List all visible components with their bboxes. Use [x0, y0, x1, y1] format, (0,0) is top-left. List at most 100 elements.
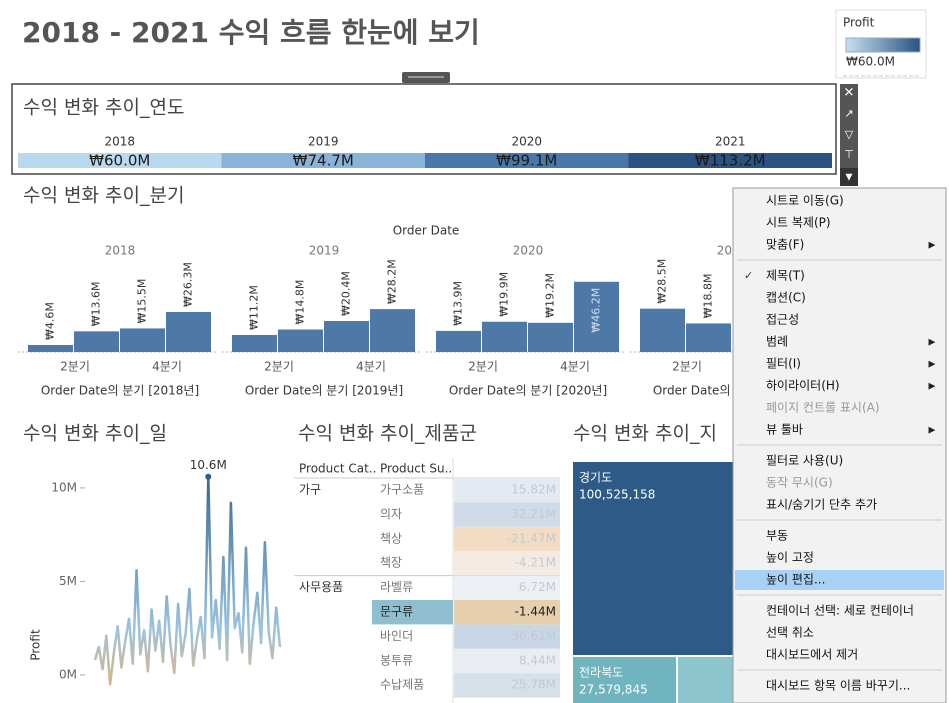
value-cell[interactable]: [454, 648, 560, 674]
value-cell[interactable]: [454, 673, 560, 698]
value-cell[interactable]: [454, 502, 560, 527]
menu-item[interactable]: 시트로 이동(G): [766, 194, 844, 208]
x-tick-label: 2분기: [468, 360, 498, 374]
y-tick-label: 0M: [59, 667, 77, 681]
menu-item[interactable]: 선택 취소: [766, 626, 814, 640]
value-label: ₩28.5M: [656, 259, 669, 304]
menu-item[interactable]: 대시보드 항목 이름 바꾸기...: [766, 679, 910, 693]
filter-icon[interactable]: ▽: [845, 128, 854, 141]
bar: [640, 308, 685, 352]
menu-item[interactable]: 필터(I): [766, 357, 801, 371]
menu-arrow: ▼: [846, 173, 853, 183]
menu-item[interactable]: 필터로 사용(U): [766, 454, 843, 468]
column-header: Order Date: [393, 224, 460, 238]
year-header: 2019: [309, 244, 340, 258]
column-header: Product Su..: [380, 462, 452, 476]
value-label: ₩19.2M: [544, 273, 557, 318]
value-label: ₩13.9M: [452, 281, 465, 326]
axis-footer: Order Date의 분기 [2019년]: [245, 384, 403, 398]
value-text: -4.21M: [515, 556, 556, 570]
subcategory-cell: 문구류: [380, 605, 413, 619]
value-cell[interactable]: [454, 600, 560, 625]
bar: [120, 328, 165, 352]
category-cell: 가구: [299, 483, 321, 497]
value-cell[interactable]: [454, 575, 560, 600]
region-name: 경기도: [579, 471, 612, 485]
fix-icon[interactable]: ⊤: [844, 148, 854, 161]
menu-item[interactable]: 접근성: [766, 313, 799, 327]
selected-row: [372, 600, 453, 625]
sheet-title: 수익 변화 추이_지: [573, 423, 717, 445]
submenu-arrow: ▶: [929, 360, 936, 370]
year-bar: [221, 153, 425, 168]
peak-label: 10.6M: [190, 458, 227, 472]
bar: [232, 334, 277, 352]
column-header: 2018: [104, 135, 135, 149]
menu-item: 동작 무시(G): [766, 476, 833, 490]
submenu-arrow: ▶: [929, 338, 936, 348]
dashboard-title: 2018 - 2021 수익 흐름 한눈에 보기: [22, 16, 480, 49]
sheet-title: 수익 변화 추이_분기: [23, 185, 184, 207]
treemap-cell[interactable]: [573, 462, 733, 655]
year-header: 2018: [105, 244, 136, 258]
bar: [574, 281, 619, 352]
menu-item[interactable]: 범례: [766, 335, 788, 349]
year-bar: [628, 153, 832, 168]
menu-item[interactable]: 캡션(C): [766, 291, 806, 305]
x-tick-label: 2분기: [60, 360, 90, 374]
bar: [74, 331, 119, 352]
region-value: 27,579,845: [579, 683, 648, 697]
subcategory-cell: 의자: [380, 507, 402, 521]
menu-item[interactable]: 시트 복제(P): [766, 216, 831, 230]
value-label: ₩11.2M: [248, 285, 261, 330]
subcategory-cell: 라벨류: [380, 580, 413, 594]
goto-icon[interactable]: ↗: [844, 107, 853, 120]
value-cell[interactable]: [454, 478, 560, 503]
subcategory-cell: 바인더: [380, 629, 413, 643]
menu-item[interactable]: 컨테이너 선택: 세로 컨테이너: [766, 604, 914, 618]
menu-item[interactable]: 뷰 툴바: [766, 423, 803, 437]
subcategory-cell: 가구소품: [380, 483, 424, 497]
menu-item[interactable]: 표시/숨기기 단추 추가: [766, 498, 877, 512]
value-cell[interactable]: [454, 624, 560, 649]
year-bar: [425, 153, 629, 168]
menu-item[interactable]: 대시보드에서 제거: [766, 648, 858, 662]
region-name: 전라북도: [579, 666, 623, 680]
value-label: ₩15.5M: [136, 279, 149, 324]
value-text: -1.44M: [515, 605, 556, 619]
x-tick-label: 2분기: [264, 360, 294, 374]
subcategory-cell: 책상: [380, 530, 402, 545]
submenu-arrow: ▶: [929, 382, 936, 392]
value-label: ₩4.6M: [44, 302, 57, 340]
menu-item[interactable]: 부동: [766, 529, 788, 543]
menu-item[interactable]: 제목(T): [766, 269, 805, 283]
menu-item[interactable]: 하이라이터(H): [766, 379, 840, 393]
sheet-toolbar: [840, 84, 858, 186]
value-label: ₩18.8M: [702, 274, 715, 319]
value-text: 25.78M: [511, 678, 556, 692]
value-cell[interactable]: [454, 551, 560, 576]
bar: [370, 309, 415, 352]
bar: [28, 345, 73, 352]
bar: [166, 312, 211, 352]
value-text: 36.61M: [511, 629, 556, 643]
x-tick-label: 2분기: [672, 360, 702, 374]
menu-button[interactable]: [840, 168, 858, 186]
column-header: 2021: [715, 135, 746, 149]
region-value: 100,525,158: [579, 488, 655, 502]
value-cell[interactable]: [454, 526, 560, 552]
remove-icon[interactable]: ✕: [844, 86, 855, 101]
sheet-title: 수익 변화 추이_일: [23, 423, 167, 445]
menu-item[interactable]: 높이 고정: [766, 551, 814, 565]
treemap-cell[interactable]: [573, 657, 676, 703]
value-text: 32.21M: [511, 507, 556, 521]
menu-item[interactable]: 높이 편집...: [766, 573, 825, 587]
bar: [324, 320, 369, 352]
x-tick-label: 4분기: [152, 360, 182, 374]
value-label: ₩99.1M: [496, 152, 557, 170]
x-tick-label: 4분기: [560, 360, 590, 374]
value-label: ₩14.8M: [294, 280, 307, 325]
value-label: ₩60.0M: [89, 152, 150, 170]
menu-item[interactable]: 맞춤(F): [766, 238, 804, 252]
